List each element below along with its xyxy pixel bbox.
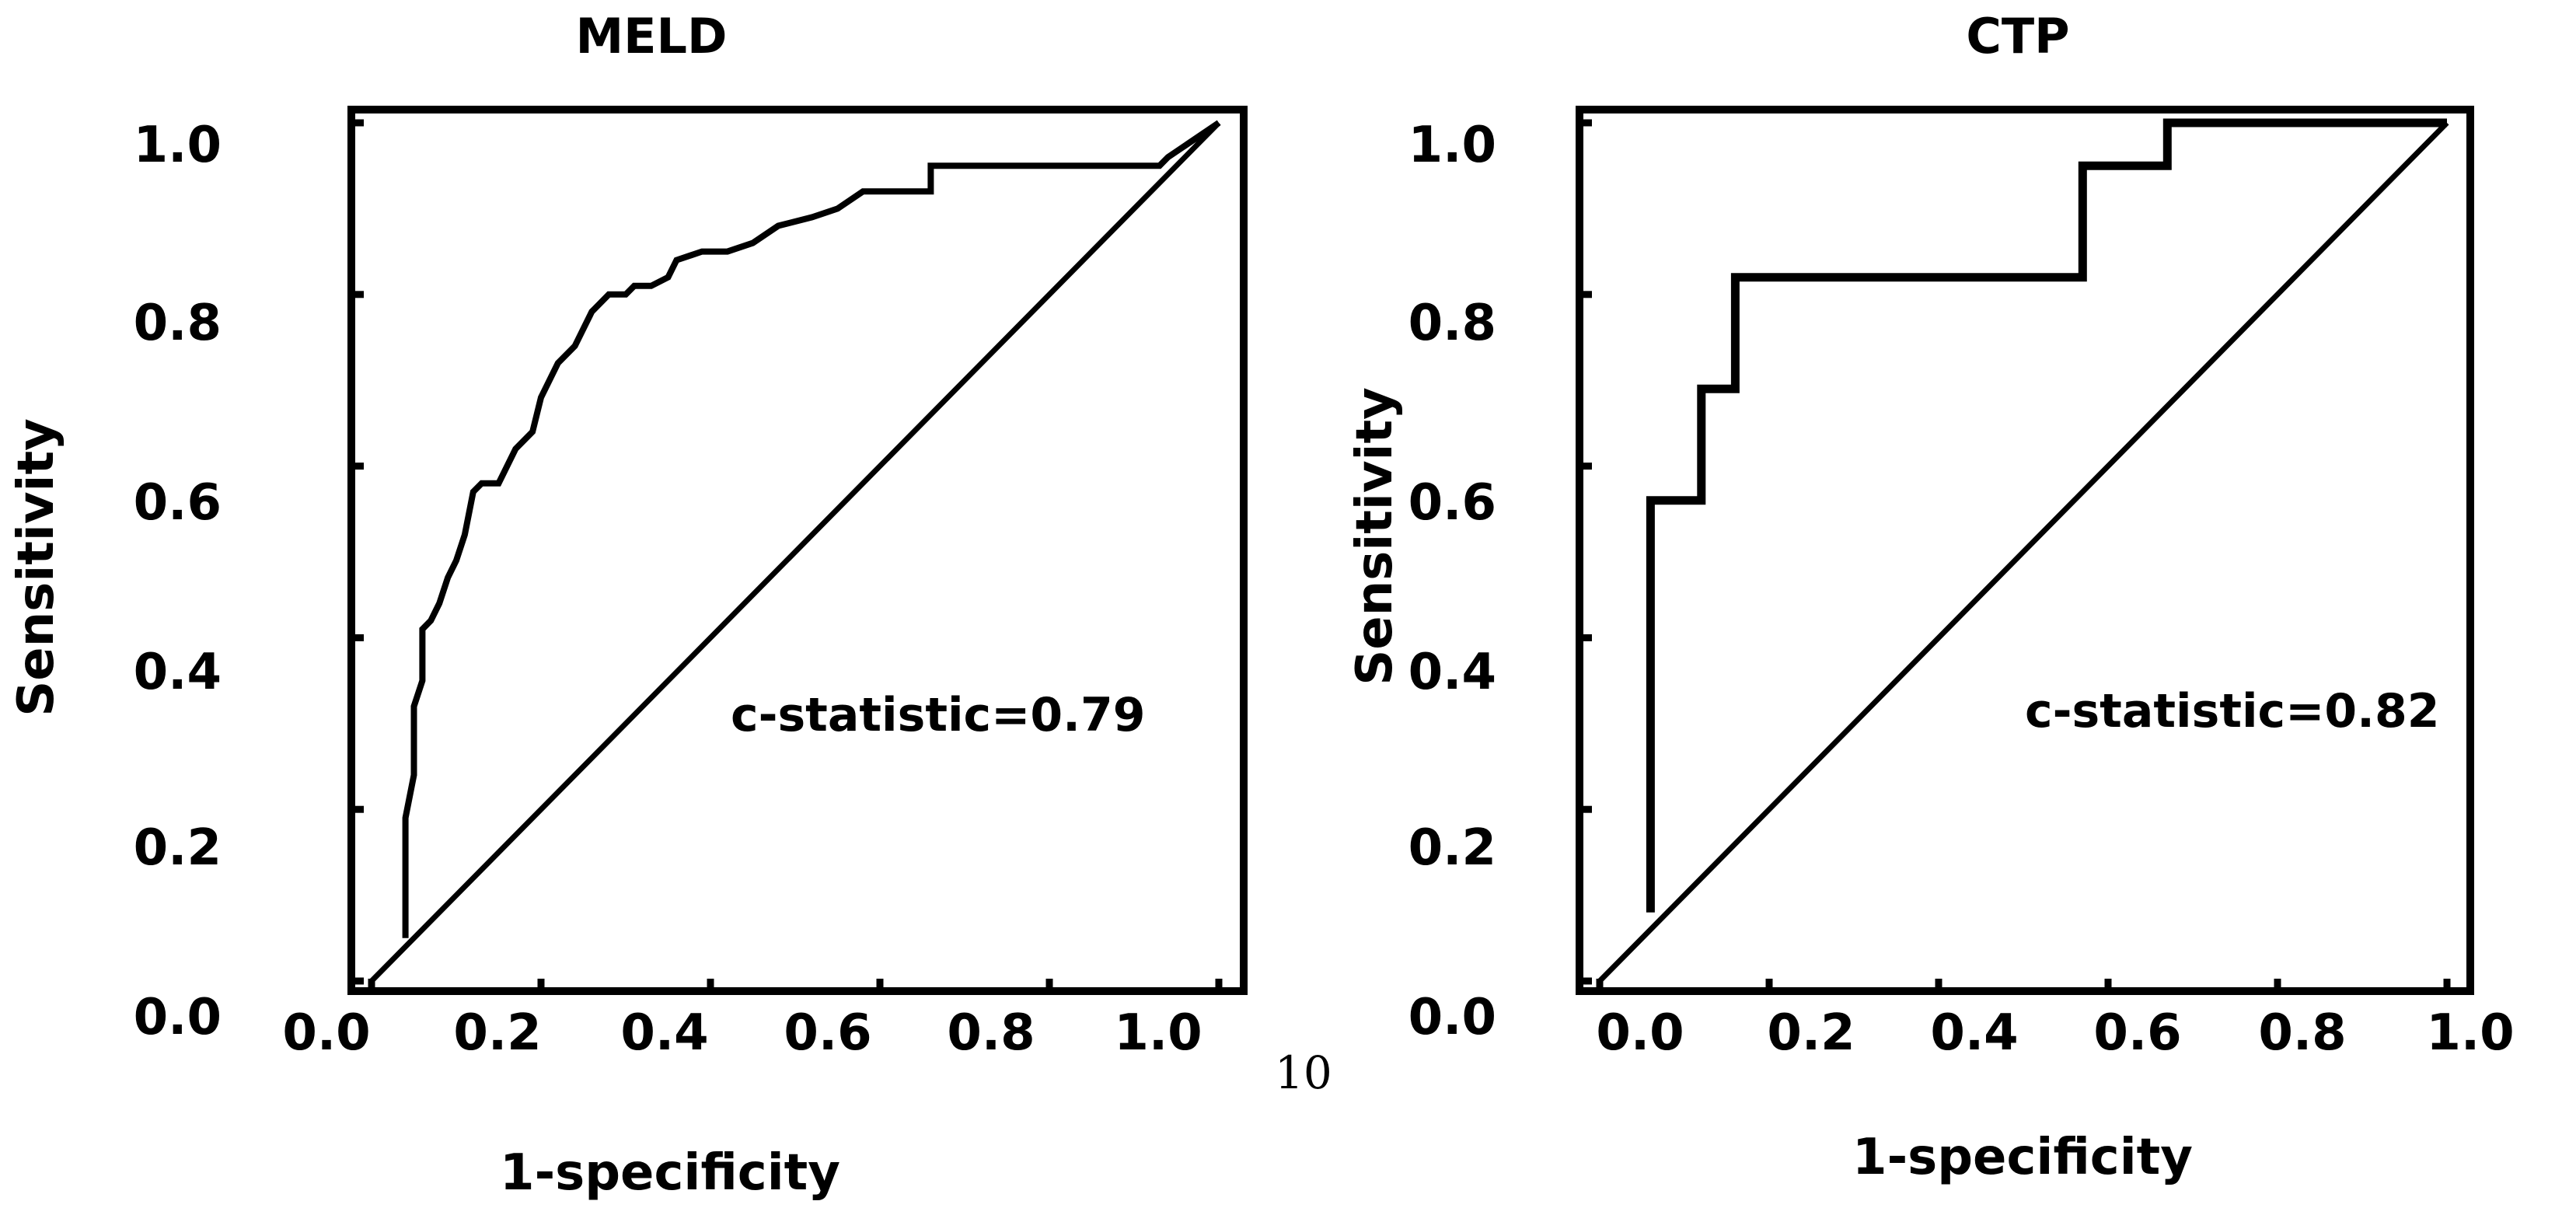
x-tick-label: 0.4 — [1930, 1004, 2018, 1062]
x-tick-label: 0.4 — [620, 1004, 708, 1062]
x-tick-label: 0.2 — [453, 1004, 541, 1062]
y-tick-label: 0.0 — [134, 989, 222, 1046]
x-tick-label: 0.0 — [282, 1004, 370, 1062]
y-tick-label: 0.8 — [1408, 295, 1496, 352]
y-tick-label: 1.0 — [134, 117, 222, 174]
y-tick-label: 0.8 — [134, 295, 222, 352]
y-tick-label: 0.2 — [134, 819, 222, 877]
y-tick-label: 0.6 — [134, 474, 222, 532]
x-axis-label: 1-specificity — [1852, 1129, 2193, 1186]
roc-curve-line — [1646, 118, 2447, 913]
chart-title: MELD — [575, 8, 727, 65]
x-tick-label: 0.6 — [2093, 1004, 2181, 1062]
c-statistic-annotation: c-statistic=0.79 — [731, 688, 1145, 742]
figure-number-label: 10 — [1275, 1046, 1332, 1099]
x-tick-label: 0.6 — [784, 1004, 871, 1062]
x-tick-label: 0.2 — [1767, 1004, 1855, 1062]
chart-title: CTP — [1966, 8, 2069, 65]
reference-diagonal-line — [369, 120, 1221, 983]
x-tick-label: 0.0 — [1596, 1004, 1684, 1062]
reference-diagonal-line — [1597, 120, 2449, 983]
plot-frame — [347, 106, 1248, 995]
y-axis-label: Sensitivity — [8, 418, 65, 717]
chart-panel-meld: MELD 0.0 0.2 0.4 0.6 0.8 1.0 0.0 0.2 0.4 0.6 0.8 1.0… — [8, 8, 1332, 1202]
c-statistic-annotation: c-statistic=0.82 — [2025, 684, 2439, 738]
x-tick-label: 1.0 — [1114, 1004, 1202, 1062]
y-tick-label: 0.4 — [1408, 644, 1496, 701]
x-tick-label: 1.0 — [2426, 1004, 2514, 1062]
y-tick-label: 1.0 — [1408, 117, 1496, 174]
x-axis-label: 1-specificity — [500, 1144, 840, 1202]
roc-curve-line — [402, 120, 1221, 938]
y-tick-label: 0.6 — [1408, 474, 1496, 532]
y-axis-label: Sensitivity — [1346, 387, 1404, 686]
y-tick-label: 0.4 — [134, 644, 222, 701]
x-tick-label: 0.8 — [947, 1004, 1035, 1062]
x-tick-label: 0.8 — [2258, 1004, 2346, 1062]
y-tick-label: 0.2 — [1408, 819, 1496, 877]
chart-panel-ctp: CTP 0.0 0.2 0.4 0.6 0.8 1.0 0.0 0.2 0.4 0.6 0.8 1.0 1… — [1346, 8, 2515, 1186]
plot-frame — [1576, 106, 2474, 995]
y-tick-label: 0.0 — [1408, 989, 1496, 1046]
